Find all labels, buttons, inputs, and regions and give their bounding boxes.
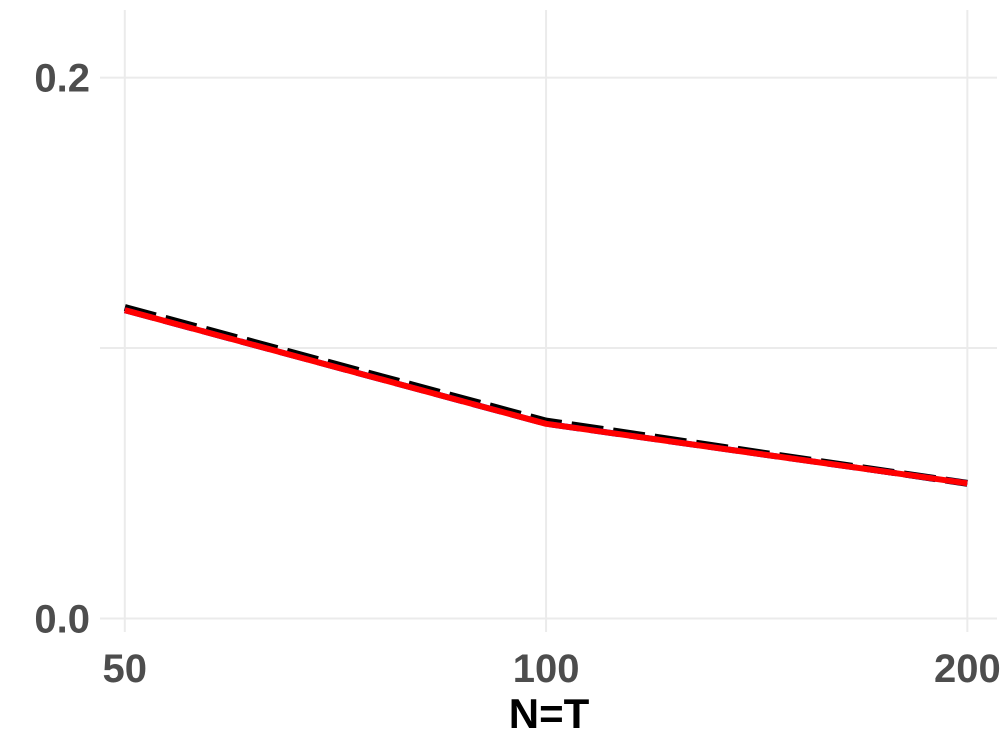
y-axis-tick-labels: 0.0 0.2 xyxy=(34,57,90,642)
series-layer xyxy=(123,304,968,487)
x-tick-label: 100 xyxy=(513,647,580,691)
y-tick-label: 0.2 xyxy=(34,57,90,101)
x-axis-title: N=T xyxy=(509,690,590,737)
y-tick-label: 0.0 xyxy=(34,597,90,641)
x-tick-label: 50 xyxy=(103,647,148,691)
x-axis-tick-labels: 50 100 200 xyxy=(103,647,1001,691)
x-tick-label: 200 xyxy=(934,647,1001,691)
grid-layer xyxy=(100,10,997,632)
series-line-3 xyxy=(124,307,968,487)
